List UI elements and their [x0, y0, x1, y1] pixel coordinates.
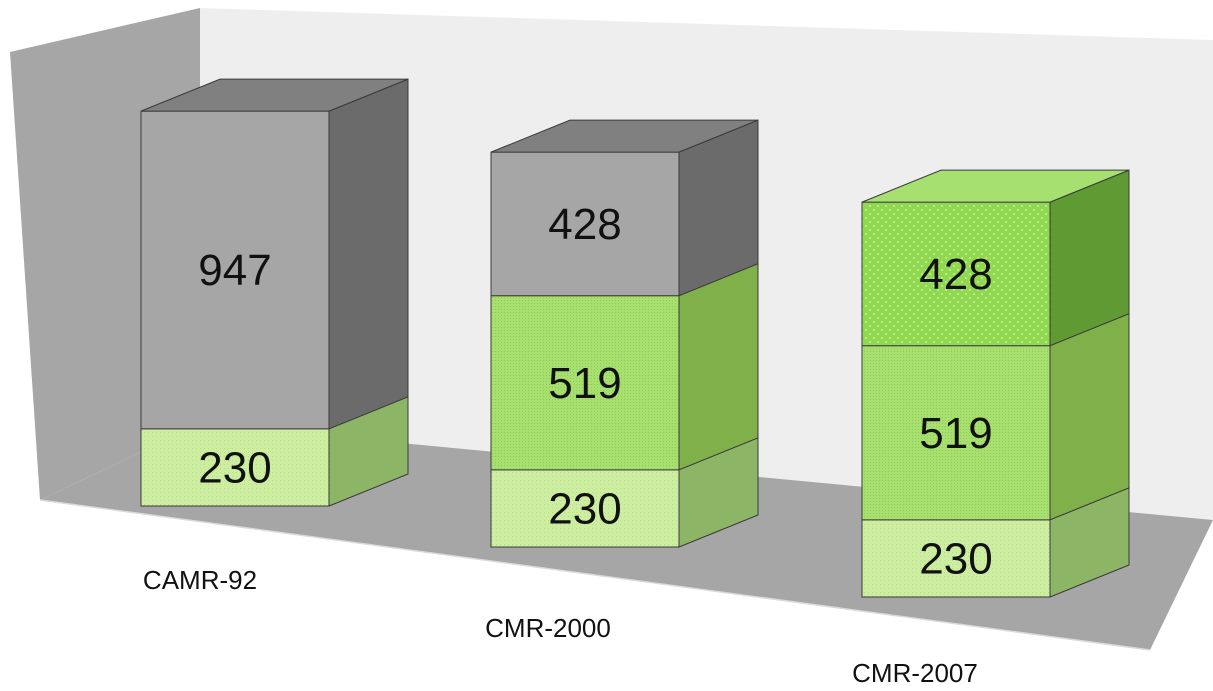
segment-value-label: 428	[919, 250, 992, 299]
segment-front-face	[861, 345, 1051, 521]
category-label-cmr-2000: CMR-2000	[485, 613, 611, 643]
segment-top-face	[140, 78, 409, 112]
segment-side-face	[678, 262, 759, 471]
segment-side-face	[328, 78, 409, 430]
bar-segment: 428	[490, 119, 759, 297]
bar-segment: 947	[140, 78, 409, 430]
segment-value-label: 947	[198, 246, 271, 295]
bar-segment: 230	[140, 396, 409, 507]
bar-segment: 519	[490, 262, 759, 471]
floor-front-edge	[39, 499, 1151, 651]
bar-camr-92: 230 947	[140, 78, 409, 507]
segment-front-face	[861, 519, 1051, 598]
segment-value-label: 230	[919, 534, 992, 583]
category-label-camr-92: CAMR-92	[143, 565, 257, 595]
segment-front-face	[140, 428, 330, 507]
segment-top-face	[861, 169, 1130, 203]
segment-front-face	[490, 469, 680, 548]
bar-segment: 519	[861, 312, 1130, 521]
segment-value-label: 230	[198, 443, 271, 492]
bar-cmr-2007: 230 519 428	[861, 169, 1130, 598]
segment-front-face	[490, 295, 680, 471]
bars: 230 947 230 519 428 230 519 428	[140, 78, 1130, 598]
segment-value-label: 519	[919, 409, 992, 458]
segment-front-face	[861, 201, 1051, 347]
segment-value-label: 519	[548, 359, 621, 408]
segment-value-label: 230	[548, 484, 621, 533]
bar-segment: 428	[861, 169, 1130, 347]
bar-cmr-2000: 230 519 428	[490, 119, 759, 548]
bar-segment: 230	[861, 487, 1130, 598]
segment-value-label: 428	[548, 200, 621, 249]
segment-front-face	[490, 151, 680, 297]
category-label-cmr-2007: CMR-2007	[852, 658, 978, 688]
segment-top-face	[490, 119, 759, 153]
bar-segment: 230	[490, 437, 759, 548]
segment-side-face	[1049, 312, 1130, 521]
category-labels: CAMR-92 CMR-2000 CMR-2007	[143, 565, 978, 688]
